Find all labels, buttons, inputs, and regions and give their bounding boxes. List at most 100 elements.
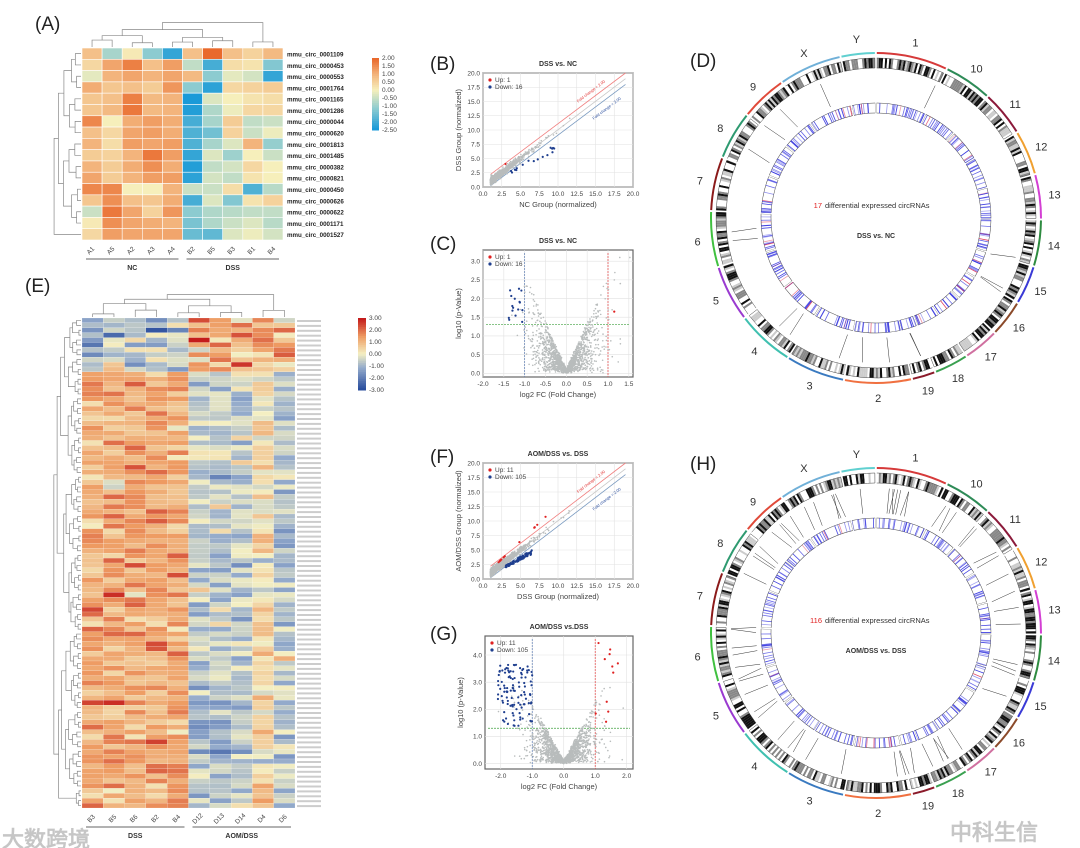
heatmap-cell [167, 352, 189, 358]
row-label-placeholder [297, 369, 321, 371]
row-label-placeholder [297, 687, 321, 690]
heatmap-cell [188, 744, 210, 750]
heatmap-cell [145, 474, 168, 480]
heatmap-cell [252, 499, 274, 505]
y-tick-label: 12.5 [467, 504, 480, 511]
heatmap-cell [188, 675, 210, 681]
row-label-placeholder [297, 437, 321, 440]
heatmap-cell [124, 376, 146, 382]
heatmap-cell [188, 562, 210, 568]
dendrogram-branch [77, 751, 81, 757]
x-tick-label: -1.5 [498, 381, 510, 388]
heatmap-cell [209, 631, 232, 637]
point [490, 175, 493, 178]
heatmap-cell [103, 607, 125, 613]
heatmap-cell [167, 440, 189, 446]
heatmap-cell [231, 509, 253, 515]
point [577, 347, 580, 350]
heatmap-cell [188, 597, 210, 603]
heatmap-cell [209, 719, 232, 725]
heatmap-cell [81, 509, 104, 515]
point [549, 352, 551, 354]
heatmap-cell [81, 347, 104, 353]
colorbar-0: 2.001.501.000.500.00-0.50-1.00-1.50-2.00… [372, 55, 397, 134]
heatmap-cell [124, 690, 146, 696]
heatmap-cell [273, 317, 296, 323]
heatmap-cell [103, 695, 125, 701]
column-label: B4 [267, 245, 278, 256]
dendrogram-branch [262, 309, 285, 317]
heatmap-cell [273, 714, 296, 720]
heatmap-cell [188, 381, 210, 387]
dendrogram-branch [74, 440, 79, 451]
heatmap-cell [167, 362, 189, 368]
point [555, 358, 558, 360]
colorbar-segment [358, 327, 366, 330]
heatmap-cell [145, 602, 168, 608]
point [546, 336, 549, 339]
heatmap-cell [262, 81, 284, 94]
dendrogram-branch [76, 731, 81, 738]
heatmap-cell [188, 567, 210, 573]
point [596, 369, 599, 371]
heatmap-cell [101, 194, 123, 207]
heatmap-cell [188, 332, 210, 338]
heatmap-4-row-labels [297, 320, 321, 808]
point [559, 364, 561, 367]
heatmap-cell [81, 455, 104, 461]
y-tick-label: 0.0 [471, 576, 480, 583]
heatmap-cell [145, 778, 168, 784]
point [539, 142, 542, 144]
point [579, 346, 581, 349]
point [527, 151, 530, 154]
point [538, 141, 540, 144]
heatmap-cell [209, 450, 232, 456]
heatmap-cell [81, 317, 104, 323]
heatmap-cell [103, 523, 125, 529]
heatmap-cell [188, 494, 210, 500]
heatmap-cell [103, 401, 125, 407]
heatmap-cell [124, 362, 146, 368]
heatmap-cell [209, 558, 232, 564]
heatmap-cell [167, 489, 189, 495]
row-label-placeholder [297, 511, 321, 514]
point [583, 327, 586, 329]
heatmap-cell [231, 763, 253, 769]
point [575, 354, 577, 356]
heatmap-cell [101, 217, 123, 230]
heatmap-cell [124, 371, 146, 377]
heatmap-cell [162, 160, 183, 173]
heatmap-cell [145, 675, 168, 681]
heatmap-cell [252, 504, 274, 510]
colorbar-segment [358, 345, 366, 348]
point [550, 347, 553, 350]
heatmap-cell [222, 228, 244, 241]
row-label: mmu_circ_0000821 [287, 176, 344, 183]
heatmap-cell [252, 680, 274, 686]
heatmap-cell [103, 337, 125, 343]
point [585, 338, 587, 341]
column-label: D13 [213, 812, 227, 826]
heatmap-cell [188, 553, 210, 559]
heatmap-cell [209, 327, 232, 333]
heatmap-cell [209, 543, 232, 549]
point [492, 176, 495, 179]
heatmap-cell [273, 597, 296, 603]
heatmap-cell [273, 430, 296, 436]
colorbar-segment [372, 92, 379, 95]
heatmap-cell [222, 81, 244, 94]
point [535, 350, 538, 353]
heatmap-cell [167, 626, 189, 632]
point [544, 365, 547, 367]
heatmap-cell [167, 386, 189, 392]
point [523, 329, 525, 331]
heatmap-cell [202, 58, 224, 71]
heatmap-cell [167, 411, 189, 417]
heatmap-cell [209, 754, 232, 760]
point [582, 343, 584, 346]
heatmap-cell [81, 342, 104, 348]
heatmap-cell [188, 626, 210, 632]
colorbar-segment [372, 90, 379, 93]
heatmap-cell [81, 332, 104, 338]
heatmap-cell [81, 729, 104, 735]
